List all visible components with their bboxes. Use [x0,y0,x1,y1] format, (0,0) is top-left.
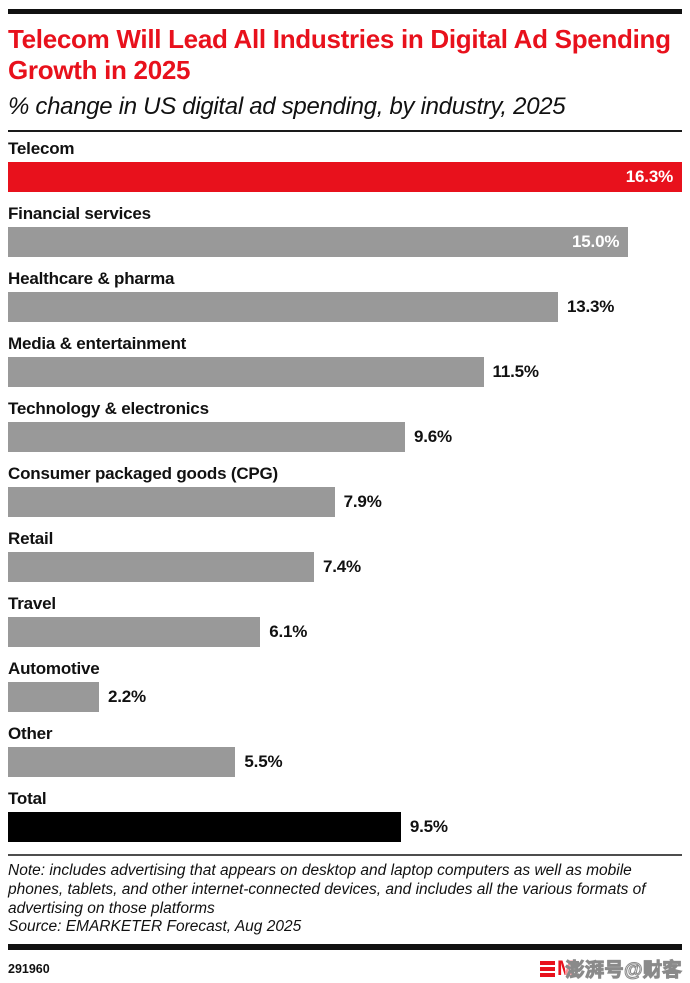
bar-row-retail: Retail 7.4% [8,529,682,583]
bar-row-other: Other 5.5% [8,724,682,778]
bar-other [8,747,236,778]
watermark-text: 澎湃号@财客 [565,955,682,983]
bar-travel [8,617,261,648]
value-label: 9.6% [413,427,452,447]
bar-row-cpg: Consumer packaged goods (CPG) 7.9% [8,464,682,518]
value-label: 7.4% [322,557,361,577]
category-label: Telecom [8,139,75,159]
bar-track: 15.0% [8,227,682,258]
bar-track: 7.9% [8,487,682,518]
bar-row-technology-electronics: Technology & electronics 9.6% [8,399,682,453]
bar-row-media-entertainment: Media & entertainment 11.5% [8,334,682,388]
footer: 291960 M 澎湃号@财客 [8,955,682,983]
category-label: Other [8,724,53,744]
bar-track: 13.3% [8,292,682,323]
source-text: Source: EMARKETER Forecast, Aug 2025 [8,918,302,936]
category-label: Technology & electronics [8,399,209,419]
chart-id: 291960 [8,961,50,976]
value-label: 16.3% [625,167,673,187]
header-divider [8,130,682,133]
bar-media-entertainment [8,357,484,388]
bar-track: 16.3% [8,162,682,193]
bar-technology-electronics [8,422,405,453]
value-label: 11.5% [492,362,539,382]
footer-branding: M 澎湃号@财客 [539,955,682,983]
category-label: Travel [8,594,56,614]
bar-financial-services: 15.0% [8,227,629,258]
value-label: 15.0% [572,232,620,252]
bar-telecom: 16.3% [8,162,682,193]
category-label: Healthcare & pharma [8,269,175,289]
bar-automotive [8,682,99,713]
category-label: Financial services [8,204,151,224]
bar-row-healthcare-pharma: Healthcare & pharma 13.3% [8,269,682,323]
value-label: 9.5% [409,817,448,837]
bar-total [8,812,401,843]
value-label: 6.1% [269,622,308,642]
category-label: Retail [8,529,54,549]
chart-title: Telecom Will Lead All Industries in Digi… [8,24,671,86]
category-label: Media & entertainment [8,334,187,354]
footnote-divider [8,854,682,857]
bar-chart: Telecom 16.3% Financial services 15.0% H… [8,139,682,843]
bar-track: 11.5% [8,357,682,388]
bar-track: 9.5% [8,812,682,843]
bar-track: 7.4% [8,552,682,583]
category-label: Total [8,789,47,809]
value-label: 5.5% [244,752,283,772]
value-label: 7.9% [343,492,382,512]
bar-row-automotive: Automotive 2.2% [8,659,682,713]
bar-healthcare-pharma [8,292,558,323]
bar-retail [8,552,314,583]
bar-track: 9.6% [8,422,682,453]
footnote-text: Note: includes advertising that appears … [8,862,646,917]
bottom-rule [8,943,682,950]
bar-track: 2.2% [8,682,682,713]
chart-subtitle: % change in US digital ad spending, by i… [8,93,566,121]
bar-track: 5.5% [8,747,682,778]
category-label: Automotive [8,659,100,679]
top-rule [8,9,682,14]
bar-row-travel: Travel 6.1% [8,594,682,648]
value-label: 2.2% [107,687,146,707]
category-label: Consumer packaged goods (CPG) [8,464,279,484]
logo-e-bars-icon [539,960,555,977]
bar-track: 6.1% [8,617,682,648]
chart-page: Telecom Will Lead All Industries in Digi… [0,9,690,983]
bar-cpg [8,487,335,518]
bar-row-total: Total 9.5% [8,789,682,843]
bar-row-telecom: Telecom 16.3% [8,139,682,193]
bar-row-financial-services: Financial services 15.0% [8,204,682,258]
value-label: 13.3% [566,297,615,317]
